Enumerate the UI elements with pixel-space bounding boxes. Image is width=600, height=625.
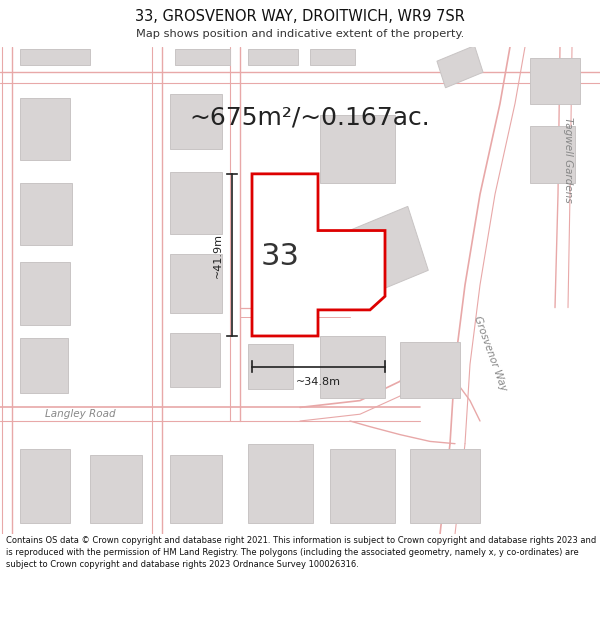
- Bar: [170, 254, 222, 313]
- Bar: [20, 49, 90, 65]
- Bar: [90, 455, 142, 523]
- Bar: [170, 332, 220, 387]
- Polygon shape: [437, 46, 483, 88]
- Text: Grosvenor Way: Grosvenor Way: [472, 314, 508, 392]
- Text: ~34.8m: ~34.8m: [296, 378, 341, 388]
- Text: Langley Road: Langley Road: [44, 409, 115, 419]
- Polygon shape: [347, 206, 428, 296]
- Text: ~675m²/~0.167ac.: ~675m²/~0.167ac.: [190, 105, 430, 129]
- Bar: [20, 262, 70, 324]
- Bar: [20, 338, 68, 392]
- Text: Tagwell Gardens: Tagwell Gardens: [563, 118, 573, 203]
- Polygon shape: [252, 174, 385, 336]
- Bar: [530, 126, 575, 183]
- Bar: [248, 49, 298, 65]
- Text: 33: 33: [260, 242, 299, 271]
- Bar: [410, 449, 480, 523]
- Bar: [170, 172, 222, 234]
- Text: Contains OS data © Crown copyright and database right 2021. This information is : Contains OS data © Crown copyright and d…: [6, 536, 596, 569]
- Bar: [248, 344, 293, 389]
- Bar: [20, 98, 70, 160]
- Bar: [530, 58, 580, 104]
- Bar: [20, 183, 72, 245]
- Text: 33, GROSVENOR WAY, DROITWICH, WR9 7SR: 33, GROSVENOR WAY, DROITWICH, WR9 7SR: [135, 9, 465, 24]
- Bar: [170, 455, 222, 523]
- Bar: [170, 94, 222, 149]
- Text: ~41.9m: ~41.9m: [213, 233, 223, 278]
- Text: Map shows position and indicative extent of the property.: Map shows position and indicative extent…: [136, 29, 464, 39]
- Bar: [20, 449, 70, 523]
- Bar: [320, 336, 385, 398]
- Bar: [320, 115, 395, 183]
- Bar: [330, 449, 395, 523]
- Bar: [310, 49, 355, 65]
- Bar: [400, 342, 460, 398]
- Bar: [175, 49, 230, 65]
- Bar: [248, 444, 313, 523]
